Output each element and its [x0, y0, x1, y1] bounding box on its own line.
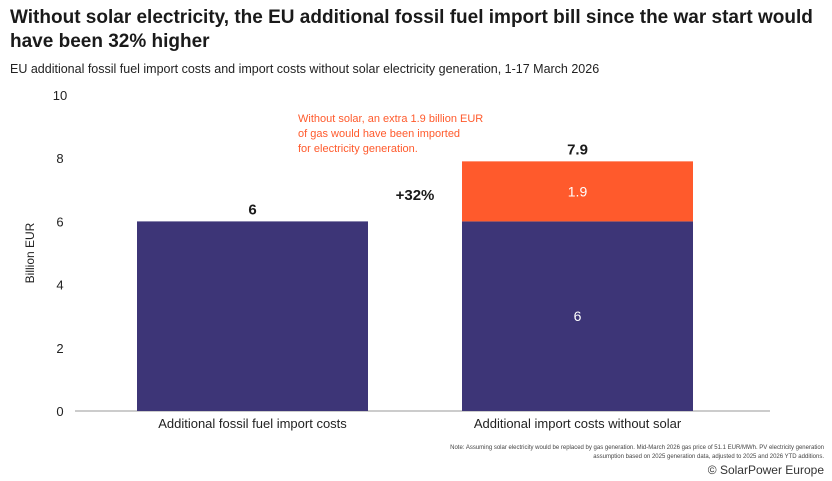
y-tick-label: 0 — [56, 404, 63, 419]
bar-segment — [137, 221, 368, 411]
chart-note: Note: Assuming solar electricity would b… — [450, 445, 824, 460]
chart-subtitle: EU additional fossil fuel import costs a… — [10, 62, 600, 76]
y-tick-label: 6 — [56, 214, 63, 229]
y-tick-label: 8 — [56, 151, 63, 166]
chart-title: Without solar electricity, the EU additi… — [10, 7, 813, 52]
brand-logo: © SolarPower Europe — [707, 463, 824, 477]
y-tick-label: 2 — [56, 341, 63, 356]
callout-line: Without solar, an extra 1.9 billion EUR — [298, 113, 483, 125]
bar-segment — [462, 161, 693, 222]
y-tick-label: 10 — [53, 88, 67, 103]
total-data-label: 6 — [248, 201, 256, 218]
y-axis-label: Billion EUR — [23, 222, 37, 283]
callout-annotation: Without solar, an extra 1.9 billion EUR o… — [298, 113, 483, 155]
change-annotation: +32% — [396, 187, 435, 204]
bar-segment — [462, 221, 693, 411]
total-data-label: 7.9 — [567, 141, 588, 158]
x-tick-label: Additional import costs without solar — [474, 416, 682, 431]
segment-data-label: 1.9 — [568, 183, 588, 199]
callout-line: of gas would have been imported — [298, 128, 460, 140]
x-tick-label: Additional fossil fuel import costs — [158, 416, 347, 431]
y-tick-label: 4 — [56, 278, 63, 293]
segment-data-label: 6 — [574, 308, 582, 324]
callout-line: for electricity generation. — [298, 143, 418, 155]
